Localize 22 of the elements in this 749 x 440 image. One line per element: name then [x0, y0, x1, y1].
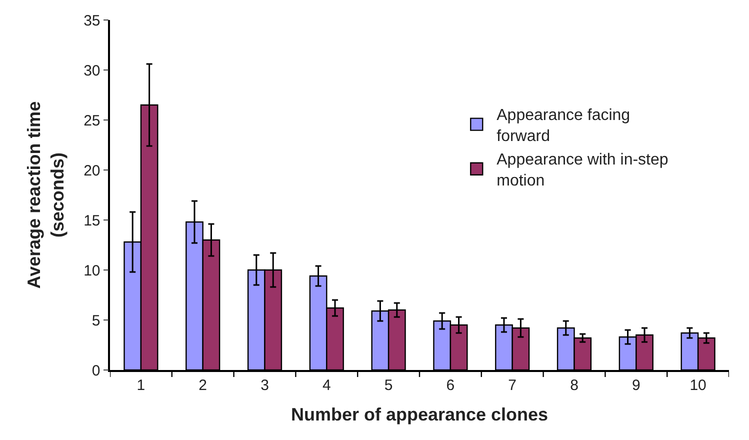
x-tick-label: 6 — [446, 376, 455, 394]
y-axis-title: Average reaction time (seconds) — [24, 101, 68, 289]
x-tick-label: 1 — [136, 376, 146, 394]
x-axis-title: Number of appearance clones — [290, 404, 548, 424]
y-tick-label: 20 — [84, 162, 100, 180]
x-tick-label: 2 — [198, 376, 208, 394]
y-tick-label: 5 — [92, 312, 100, 330]
y-tick-label: 30 — [84, 62, 100, 80]
x-tick-label: 3 — [260, 376, 269, 394]
x-tick-label: 9 — [632, 376, 640, 394]
x-tick-label: 8 — [570, 376, 578, 394]
y-tick-label: 15 — [84, 212, 100, 230]
y-tick-label: 25 — [84, 112, 100, 130]
x-tick-label: 5 — [384, 376, 393, 394]
x-tick-label: 7 — [508, 376, 517, 394]
y-tick-label: 10 — [84, 262, 100, 280]
x-tick-label: 4 — [322, 376, 331, 394]
legend-label: Appearance with in-step motion — [496, 152, 668, 190]
y-tick-label: 0 — [92, 362, 100, 380]
legend-label: Appearance facing forward — [496, 107, 630, 145]
y-tick-label: 35 — [84, 12, 100, 30]
x-tick-label: 10 — [690, 376, 706, 394]
